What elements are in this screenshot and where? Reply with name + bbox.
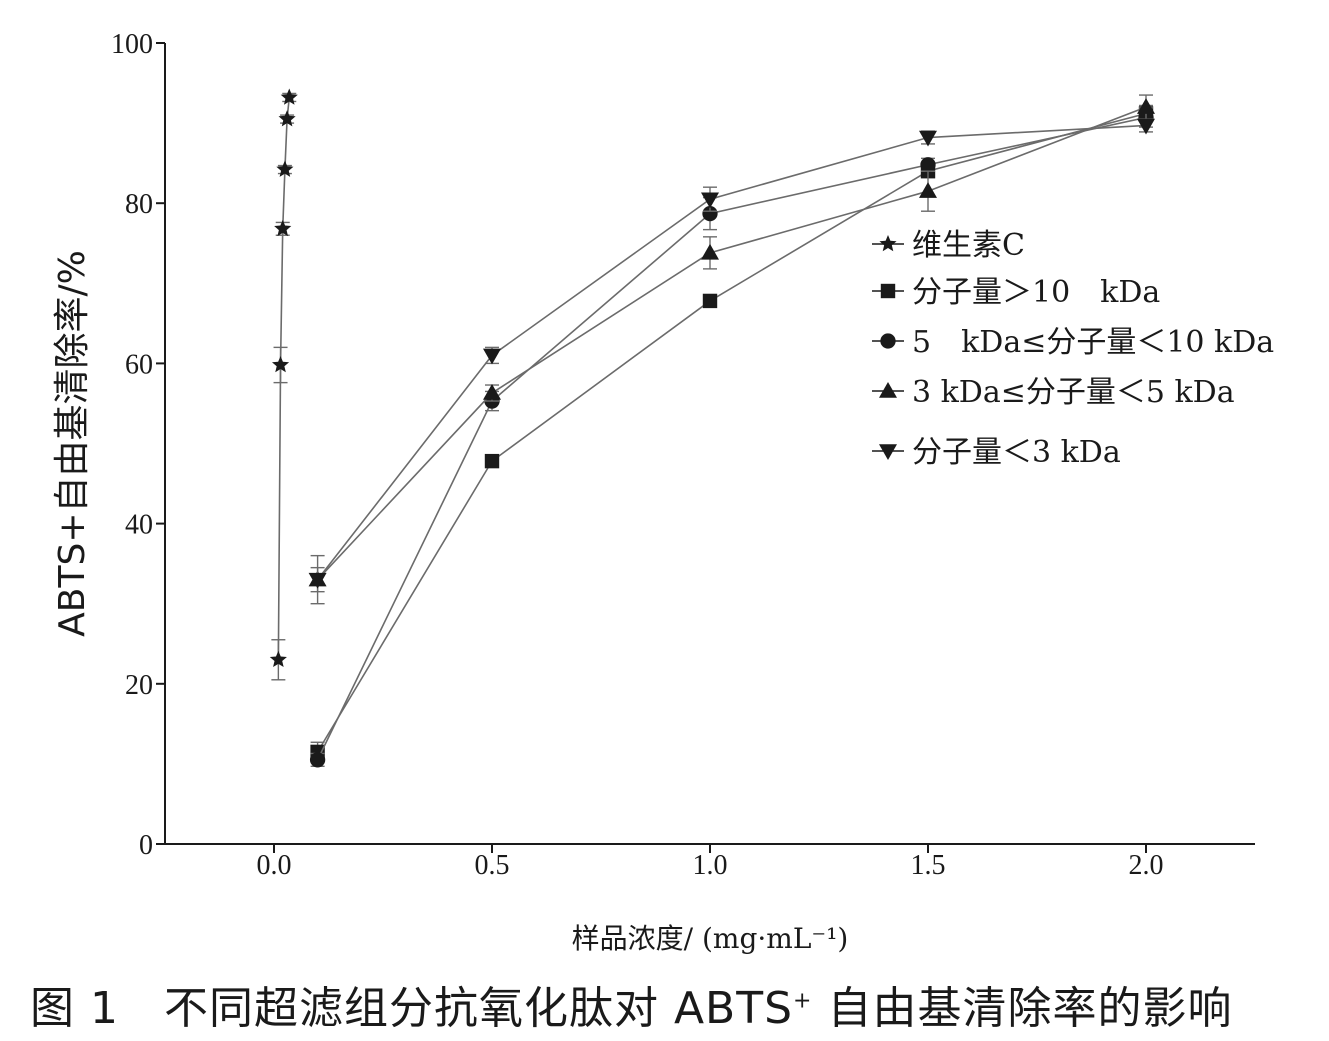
caption-text-before: 不同超滤组分抗氧化肽对 ABTS <box>163 983 794 1034</box>
chart: 0 20 40 60 80 100 0.0 0.5 1.0 1.5 2.0 维生素C 分子量＞10 k… <box>52 29 1274 955</box>
y-tick-label: 60 <box>125 349 153 380</box>
caption-prefix: 图 1 <box>30 983 119 1034</box>
legend-label: 维生素C <box>912 228 1025 263</box>
x-tick-label: 2.0 <box>1129 850 1164 881</box>
data-point <box>483 348 501 365</box>
legend-label: 3 kDa≤分子量＜5 kDa <box>912 375 1235 410</box>
data-point <box>309 752 326 768</box>
data-point <box>702 205 718 222</box>
legend-marker <box>879 235 897 252</box>
series-layer <box>269 88 1155 768</box>
series-2 <box>309 107 1154 768</box>
data-point <box>702 293 718 309</box>
data-point <box>919 130 937 147</box>
x-tick-label: 0.5 <box>475 850 510 881</box>
x-axis-label: 样品浓度/ (mg·mL⁻¹) <box>572 922 849 955</box>
x-tick-label: 1.0 <box>693 850 728 881</box>
legend: 维生素C 分子量＞10 kDa 5 kDa≤分子量＜10 kDa 3 kDa≤分子量＜… <box>872 228 1274 470</box>
data-point <box>278 110 296 127</box>
series-4 <box>308 118 1155 593</box>
data-point <box>276 160 294 177</box>
data-point <box>483 384 501 400</box>
data-point <box>308 572 327 589</box>
legend-marker <box>879 444 897 460</box>
caption-text-after: 自由基清除率的影响 <box>812 983 1233 1034</box>
legend-marker <box>880 283 896 299</box>
data-point <box>271 356 290 373</box>
data-point <box>701 192 719 209</box>
y-tick-label: 80 <box>125 189 153 220</box>
x-tick-label: 0.0 <box>257 850 292 881</box>
y-axis-label: ABTS+自由基清除率/% <box>52 250 93 637</box>
legend-label: 分子量＜3 kDa <box>912 435 1121 470</box>
legend-marker <box>880 333 896 349</box>
figure-caption: 图 1 不同超滤组分抗氧化肽对 ABTS+ 自由基清除率的影响 <box>30 972 1232 1036</box>
y-tick-label: 0 <box>139 830 153 861</box>
data-point <box>920 157 936 173</box>
data-point <box>280 88 298 105</box>
y-tick-label: 40 <box>125 510 153 541</box>
axes: 0 20 40 60 80 100 0.0 0.5 1.0 1.5 2.0 <box>111 29 1255 881</box>
data-point <box>269 650 287 668</box>
data-point <box>484 453 500 469</box>
data-point <box>919 182 937 198</box>
y-tick-label: 20 <box>125 670 153 701</box>
y-tick-label: 100 <box>111 29 153 60</box>
legend-label: 分子量＞10 kDa <box>912 275 1160 310</box>
legend-marker <box>879 382 897 398</box>
data-point <box>701 243 719 260</box>
data-point <box>274 219 292 237</box>
legend-label: 5 kDa≤分子量＜10 kDa <box>912 325 1274 360</box>
series-1 <box>310 104 1154 763</box>
caption-superscript: + <box>793 988 813 1014</box>
x-tick-label: 1.5 <box>911 850 946 881</box>
series-0 <box>269 88 298 681</box>
data-point <box>1137 118 1155 135</box>
data-point <box>1137 98 1155 114</box>
